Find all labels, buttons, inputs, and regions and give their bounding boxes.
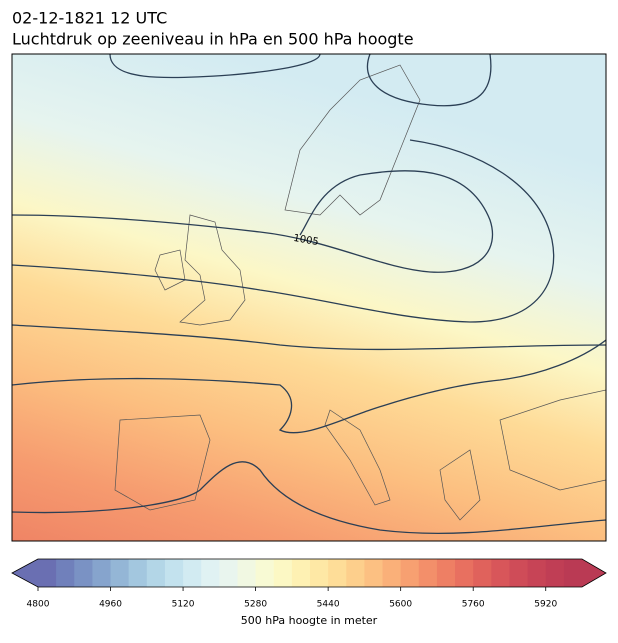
colorbar-bin xyxy=(164,559,184,587)
colorbar-bin xyxy=(527,559,547,587)
colorbar-bin xyxy=(382,559,402,587)
colorbar-bin xyxy=(491,559,510,587)
coastline xyxy=(154,249,186,291)
colorbar-tick-label: 5600 xyxy=(389,600,412,610)
colorbar-bin xyxy=(255,559,275,587)
colorbar-outline xyxy=(11,558,607,588)
colorbar-extension xyxy=(12,559,38,587)
colorbar-label: 500 hPa hoogte in meter xyxy=(241,614,378,627)
coastline xyxy=(324,409,391,506)
contour-label: 1005 xyxy=(292,233,319,248)
colorbar-bin xyxy=(38,559,57,587)
coastline xyxy=(114,414,211,511)
colorbar-bin xyxy=(418,559,438,587)
colorbar-bin xyxy=(291,559,311,587)
colorbar-bin xyxy=(400,559,420,587)
colorbar-bin xyxy=(310,559,329,587)
colorbar-extension xyxy=(582,559,606,587)
colorbar-bin xyxy=(563,559,583,587)
isobar xyxy=(12,139,555,323)
colorbar-bin xyxy=(436,559,456,587)
colorbar-bin xyxy=(545,559,565,587)
colorbar-tick-label: 4800 xyxy=(27,600,50,610)
colorbar-tick-label: 5280 xyxy=(244,600,267,610)
map-background xyxy=(12,54,606,541)
colorbar-bin xyxy=(219,559,238,587)
isobar xyxy=(366,54,492,107)
map-frame xyxy=(11,53,607,542)
coastline xyxy=(439,449,481,521)
colorbar-tick-label: 5120 xyxy=(172,600,195,610)
colorbar-tick-label: 5440 xyxy=(317,600,340,610)
coastline xyxy=(499,389,606,491)
colorbar-bin xyxy=(201,559,220,587)
colorbar-bin xyxy=(92,559,112,587)
colorbar-bin xyxy=(237,559,257,587)
colorbar-bin xyxy=(455,559,474,587)
colorbar-bin xyxy=(509,559,529,587)
colorbar-bin xyxy=(110,559,130,587)
title-line: 02-12-1821 12 UTC xyxy=(12,9,167,28)
colorbar-bin xyxy=(56,559,75,587)
colorbar-bin xyxy=(473,559,492,587)
isobar xyxy=(12,339,606,434)
isobar xyxy=(109,54,321,79)
colorbar-bin xyxy=(128,559,148,587)
colorbar-bin xyxy=(74,559,93,587)
coastline xyxy=(179,214,246,326)
colorbar-tick-label: 5920 xyxy=(534,600,557,610)
colorbar: 4800 4960 5120 5280 5440 5600 5760 5920 xyxy=(11,558,607,610)
coastline xyxy=(284,64,421,216)
colorbar-bin xyxy=(273,559,293,587)
colorbar-bin xyxy=(183,559,202,587)
colorbar-tick-label: 5760 xyxy=(462,600,485,610)
colorbar-bin xyxy=(146,559,166,587)
isobar xyxy=(12,461,606,535)
title-line: Luchtdruk op zeeniveau in hPa en 500 hPa… xyxy=(12,30,414,49)
colorbar-bin xyxy=(328,559,347,587)
map: 1005 xyxy=(12,54,606,541)
colorbar-bin xyxy=(346,559,365,587)
isobar xyxy=(12,324,606,351)
isobar xyxy=(12,170,494,273)
colorbar-tick-label: 4960 xyxy=(99,600,122,610)
colorbar-bin xyxy=(364,559,384,587)
